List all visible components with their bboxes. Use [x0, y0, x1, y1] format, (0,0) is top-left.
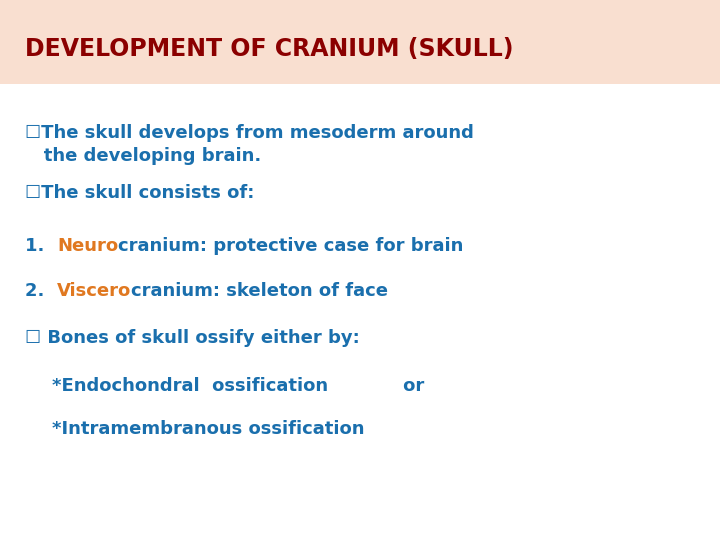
Text: Neuro: Neuro [57, 237, 118, 254]
Text: DEVELOPMENT OF CRANIUM (SKULL): DEVELOPMENT OF CRANIUM (SKULL) [25, 37, 513, 60]
Text: *Intramembranous ossification: *Intramembranous ossification [52, 420, 364, 438]
Text: ☐ Bones of skull ossify either by:: ☐ Bones of skull ossify either by: [25, 329, 360, 347]
Text: Viscero: Viscero [57, 282, 131, 300]
Text: cranium: protective case for brain: cranium: protective case for brain [118, 237, 464, 254]
Text: *Endochondral  ossification            or: *Endochondral ossification or [52, 377, 424, 395]
Text: ☐The skull consists of:: ☐The skull consists of: [25, 184, 255, 201]
Text: cranium: skeleton of face: cranium: skeleton of face [131, 282, 388, 300]
FancyBboxPatch shape [0, 0, 720, 84]
Text: 2.: 2. [25, 282, 57, 300]
Text: ☐The skull develops from mesoderm around
   the developing brain.: ☐The skull develops from mesoderm around… [25, 124, 474, 165]
Text: 1.: 1. [25, 237, 57, 254]
